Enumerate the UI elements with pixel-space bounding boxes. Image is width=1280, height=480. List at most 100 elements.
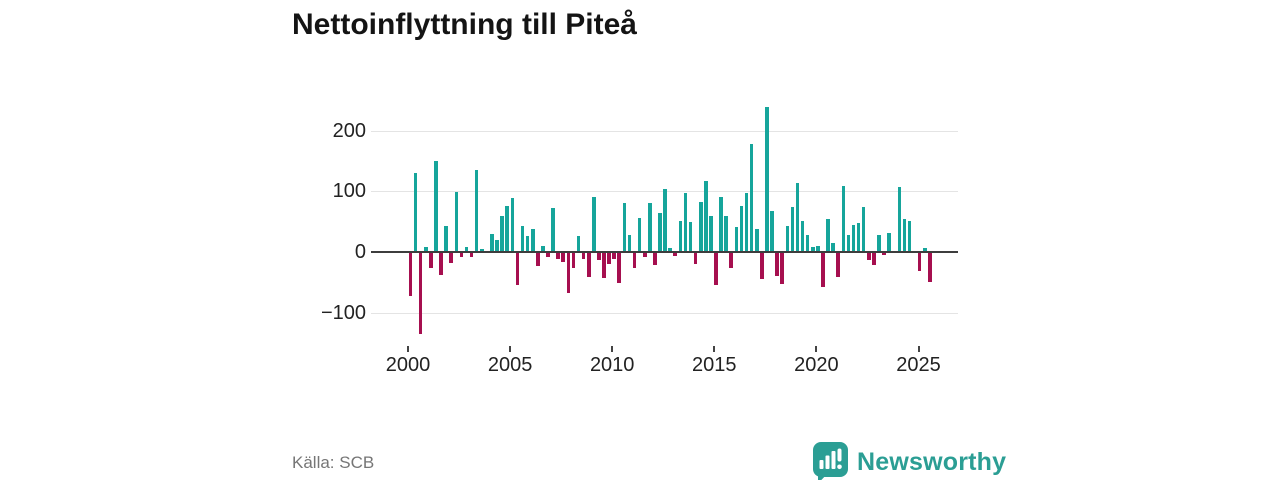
x-axis-tick-mark [713, 346, 716, 352]
bar [464, 246, 469, 251]
bar [693, 253, 698, 264]
bar [597, 253, 601, 260]
bar [423, 246, 428, 251]
y-axis-tick-label: 0 [354, 241, 366, 263]
bar [805, 234, 810, 251]
bar [872, 253, 876, 266]
bar [408, 253, 413, 297]
y-axis-tick-label: 200 [332, 120, 366, 142]
bar [683, 193, 688, 251]
bar [449, 253, 454, 263]
bar [749, 143, 754, 251]
bar [866, 253, 871, 260]
bar [704, 180, 708, 251]
gridline [371, 131, 958, 132]
y-axis-tick-label: −100 [320, 302, 366, 324]
bar [846, 235, 851, 251]
bar [592, 197, 596, 251]
bar [882, 253, 886, 255]
bar [744, 193, 749, 251]
bar [836, 253, 841, 278]
newsworthy-logo[interactable]: Newsworthy [812, 440, 1006, 480]
bar [617, 253, 622, 284]
bar [856, 222, 861, 251]
bar [719, 197, 723, 251]
bar [795, 183, 800, 251]
bar [469, 253, 474, 258]
source-label: Källa: SCB [292, 453, 375, 472]
bar [581, 253, 586, 259]
bar [861, 207, 866, 251]
bar [922, 248, 927, 251]
bar-chart-speech-bubble-icon [812, 440, 849, 480]
bar [434, 160, 438, 251]
bar [877, 235, 881, 251]
bar [648, 203, 652, 251]
bar [520, 225, 525, 251]
bar [632, 253, 637, 268]
bar [678, 221, 683, 251]
x-axis-tick-label: 2015 [692, 354, 737, 376]
bar [622, 202, 627, 251]
bar [576, 235, 581, 251]
page-title: Nettoinflyttning till Piteå [292, 8, 637, 41]
bar [673, 253, 678, 256]
zero-axis-line [371, 251, 958, 253]
bar [530, 228, 535, 251]
bar [607, 253, 611, 264]
bar [525, 236, 530, 251]
bar [790, 207, 795, 251]
bar [500, 215, 504, 251]
x-axis-tick-label: 2020 [794, 354, 839, 376]
x-axis-tick-label: 2010 [589, 354, 635, 376]
bar [816, 246, 820, 251]
bar [658, 212, 662, 251]
bar [810, 246, 815, 251]
bar [653, 253, 657, 266]
bar [724, 216, 728, 251]
x-axis-tick-mark [509, 346, 512, 352]
bar [780, 253, 785, 284]
bar [612, 253, 616, 259]
bar [907, 220, 912, 251]
bar [586, 253, 591, 278]
bar [541, 245, 545, 251]
x-axis-tick-mark [407, 346, 409, 352]
bar [627, 235, 632, 251]
bar [515, 253, 520, 285]
gridline [371, 313, 958, 314]
bar [729, 253, 734, 268]
bar [561, 253, 566, 262]
bar [495, 239, 499, 251]
x-axis-tick-label: 2005 [487, 354, 533, 376]
bar [454, 192, 459, 251]
x-axis-tick-label: 2025 [896, 354, 941, 376]
bar [785, 226, 790, 251]
bar [637, 217, 642, 251]
bar [897, 186, 902, 251]
bar [760, 253, 764, 280]
bar [826, 218, 830, 251]
bar [714, 253, 718, 285]
bar [851, 224, 856, 251]
bar [754, 229, 759, 251]
x-axis-tick-mark [917, 346, 920, 352]
bar [510, 197, 515, 251]
bar [439, 253, 443, 276]
bar [602, 253, 606, 278]
bar [800, 221, 805, 251]
bar [831, 243, 835, 251]
bar [739, 205, 744, 251]
bar [928, 253, 932, 282]
bar [821, 253, 825, 287]
bar [668, 248, 672, 251]
bar [571, 253, 576, 269]
bar [917, 253, 922, 272]
bar [841, 186, 846, 251]
bar [642, 253, 647, 258]
y-axis-tick-label: 100 [332, 180, 366, 202]
bar [505, 205, 510, 251]
bar [902, 218, 907, 251]
bar [566, 253, 571, 293]
